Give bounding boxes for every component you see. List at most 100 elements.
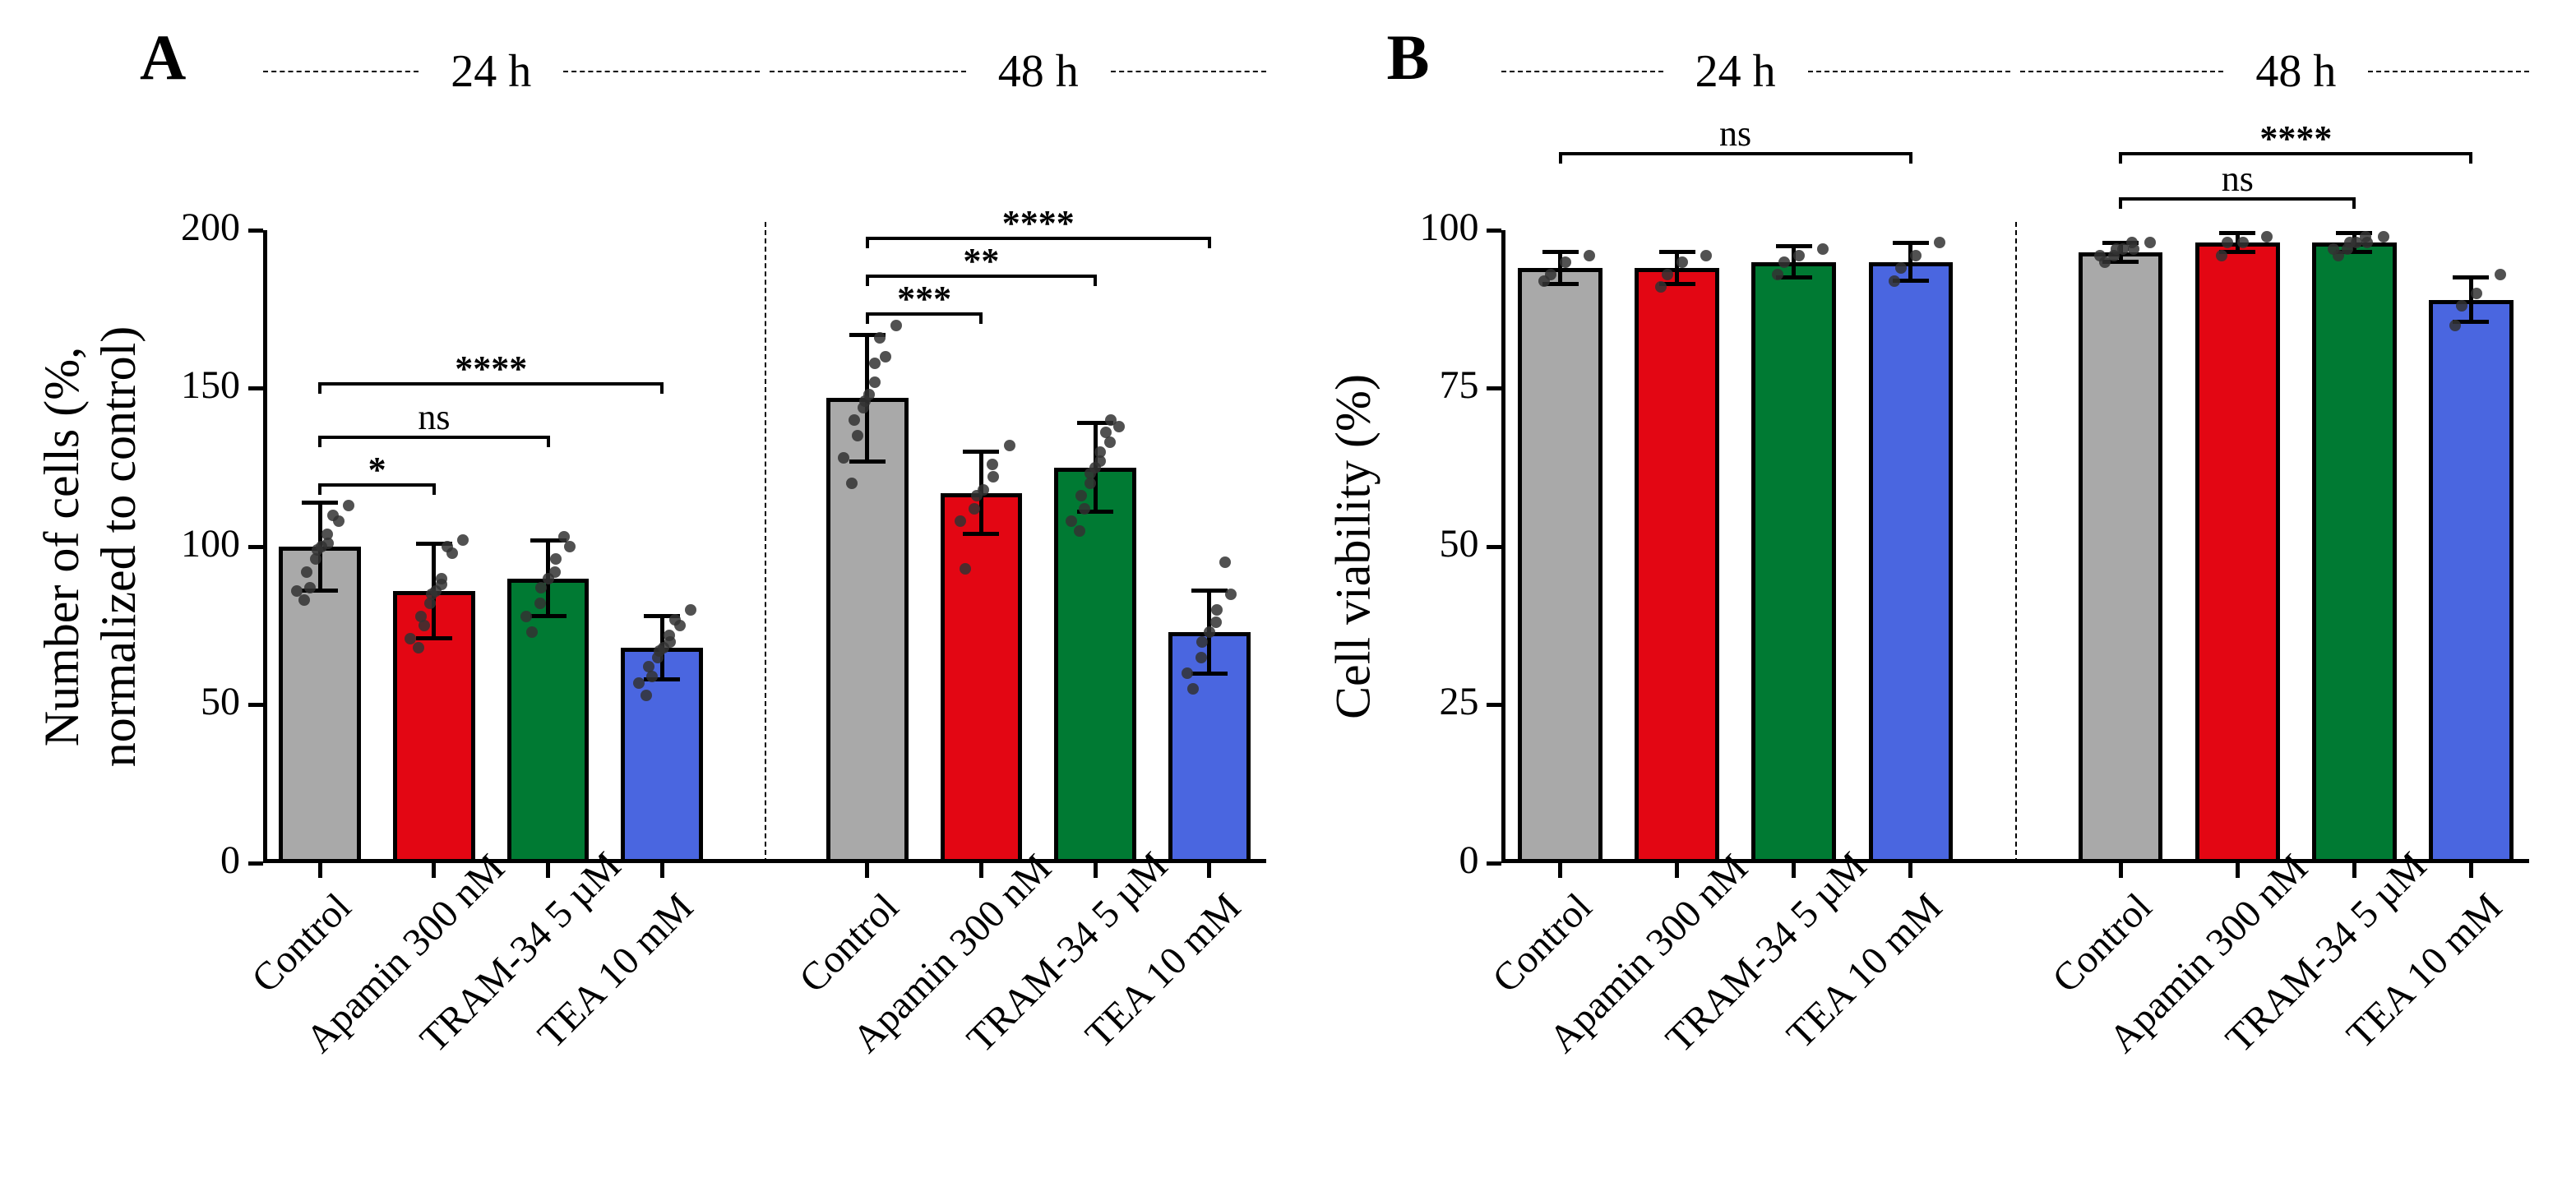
y-tick-label: 50: [1376, 521, 1478, 566]
data-point: [2378, 231, 2389, 242]
y-axis: [263, 230, 267, 863]
y-tick: [248, 386, 263, 390]
bar: [1518, 268, 1602, 863]
x-tick: [1675, 863, 1679, 878]
data-point: [1075, 490, 1087, 501]
sig-label: ns: [1653, 113, 1818, 155]
x-tick: [2236, 863, 2240, 878]
data-point: [1676, 256, 1688, 268]
y-tick-label: 100: [125, 521, 240, 566]
y-tick-label: 0: [1376, 838, 1478, 883]
x-tick: [318, 863, 322, 878]
data-point: [669, 614, 681, 626]
sig-tick: [2119, 197, 2122, 209]
data-point: [2471, 288, 2482, 299]
data-point: [1196, 636, 1208, 648]
time-rule: [563, 71, 760, 72]
panel-a: ANumber of cells (%, normalized to contr…: [16, 16, 1296, 1180]
sig-tick: [1208, 237, 1211, 248]
data-point: [852, 430, 863, 441]
time-rule: [1501, 71, 1663, 72]
time-rule: [1808, 71, 2011, 72]
time-rule: [2368, 71, 2529, 72]
data-point: [1079, 503, 1090, 515]
data-point: [343, 500, 354, 511]
data-point: [1700, 250, 1712, 261]
error-cap: [530, 614, 567, 618]
data-point: [1584, 250, 1595, 261]
sig-tick: [1909, 152, 1912, 164]
panel-letter: A: [140, 21, 186, 95]
y-tick: [1487, 861, 1501, 866]
data-point: [564, 541, 576, 552]
data-point: [2449, 320, 2461, 331]
sig-label: ns: [2155, 158, 2319, 200]
data-point: [869, 358, 881, 369]
error-cap: [963, 532, 999, 536]
data-point: [846, 478, 858, 489]
data-point: [969, 503, 980, 515]
data-point: [874, 332, 886, 344]
error-cap: [1659, 250, 1695, 254]
data-point: [1793, 250, 1805, 261]
bar: [507, 579, 590, 864]
group-separator: [765, 222, 766, 863]
bar: [2195, 242, 2279, 863]
data-point: [641, 690, 652, 701]
time-label: 48 h: [973, 45, 1104, 98]
data-point: [550, 553, 562, 565]
data-point: [1104, 436, 1116, 448]
bar: [826, 398, 909, 863]
time-rule: [1111, 71, 1266, 72]
y-tick-label: 150: [125, 362, 240, 408]
data-point: [436, 573, 447, 584]
data-point: [549, 566, 561, 578]
panel-letter: B: [1386, 21, 1429, 95]
y-tick: [248, 861, 263, 866]
sig-tick: [1094, 275, 1097, 286]
data-point: [685, 604, 696, 616]
y-tick-label: 200: [125, 205, 240, 250]
x-tick: [1094, 863, 1098, 878]
data-point: [291, 585, 303, 597]
data-point: [880, 351, 891, 362]
data-point: [2495, 269, 2506, 280]
sig-tick: [2352, 197, 2356, 209]
y-tick: [1487, 229, 1501, 233]
sig-tick: [866, 237, 869, 248]
y-tick: [248, 545, 263, 549]
x-tick: [2469, 863, 2473, 878]
time-label: 24 h: [425, 45, 557, 98]
data-point: [1817, 243, 1829, 255]
error-cap: [2219, 231, 2255, 235]
data-point: [413, 642, 424, 653]
sig-tick: [318, 382, 321, 394]
error-cap: [302, 501, 338, 505]
x-tick: [979, 863, 983, 878]
sig-label: *: [295, 449, 460, 491]
y-tick: [248, 229, 263, 233]
data-point: [633, 677, 645, 689]
bar: [2429, 300, 2513, 863]
sig-tick: [866, 275, 869, 286]
error-cap: [2453, 275, 2489, 279]
data-point: [405, 633, 416, 644]
x-tick: [432, 863, 436, 878]
data-point: [1196, 652, 1207, 663]
x-tick: [1558, 863, 1562, 878]
bar: [1869, 262, 1953, 864]
sig-label: ****: [409, 348, 573, 390]
sig-tick: [1559, 152, 1562, 164]
x-tick: [660, 863, 664, 878]
bar: [941, 493, 1023, 863]
y-tick-label: 0: [125, 838, 240, 883]
error-cap: [416, 636, 452, 640]
data-point: [1094, 446, 1106, 458]
sig-tick: [2469, 152, 2472, 164]
x-tick: [865, 863, 869, 878]
bar: [2312, 242, 2396, 863]
sig-tick: [318, 436, 321, 447]
y-tick-label: 100: [1376, 205, 1478, 250]
x-tick: [2352, 863, 2356, 878]
data-point: [1910, 250, 1922, 261]
